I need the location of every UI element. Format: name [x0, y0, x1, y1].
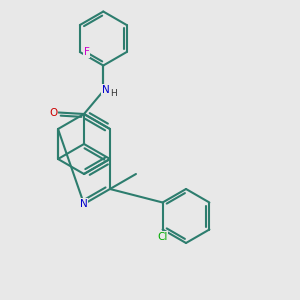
Text: N: N — [102, 85, 110, 94]
Text: Cl: Cl — [158, 232, 168, 242]
Text: N: N — [80, 199, 88, 209]
Text: H: H — [110, 89, 117, 98]
Text: O: O — [49, 107, 57, 118]
Text: F: F — [84, 47, 89, 57]
